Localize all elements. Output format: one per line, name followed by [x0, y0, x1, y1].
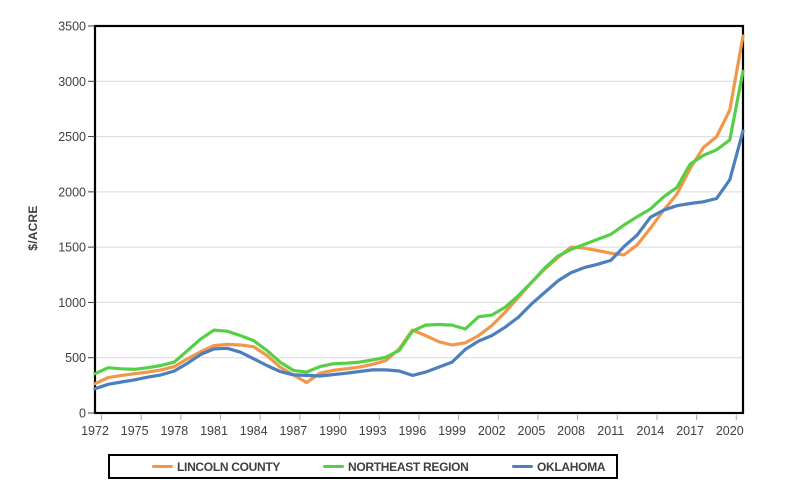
y-tick-label: 500 [65, 351, 86, 365]
x-tick-label: 1972 [81, 424, 109, 438]
x-tick-label: 2017 [676, 424, 704, 438]
legend-label: NORTHEAST REGION [348, 459, 469, 474]
y-axis-title: $/ACRE [26, 205, 40, 251]
x-tick-label: 2020 [716, 424, 744, 438]
oklahoma-line-swatch [512, 464, 533, 469]
x-tick-label: 1993 [359, 424, 387, 438]
series-line-lincoln-county [93, 34, 745, 386]
x-tick-label: 2005 [518, 424, 546, 438]
x-tick-label: 1975 [121, 424, 149, 438]
legend-label: OKLAHOMA [537, 459, 606, 474]
legend-entry-northeast-region: NORTHEAST REGION [323, 456, 469, 477]
northeast-region-line-swatch [323, 464, 344, 469]
legend: LINCOLN COUNTY NORTHEAST REGION OKLAHOMA [108, 454, 618, 479]
x-tick-label: 1981 [200, 424, 228, 438]
lincoln-county-line-swatch [152, 464, 173, 469]
plot-area-border [93, 24, 745, 415]
y-tick-label: 1500 [58, 241, 86, 255]
x-tick-label: 2014 [637, 424, 665, 438]
y-tick-label: 0 [79, 407, 86, 421]
x-tick-label: 1990 [319, 424, 347, 438]
y-gridlines [95, 80, 743, 359]
y-tick-label: 2000 [58, 185, 86, 199]
y-tick-label: 3000 [58, 75, 86, 89]
x-tick-label: 1987 [279, 424, 307, 438]
legend-entry-oklahoma: OKLAHOMA [512, 456, 606, 477]
series-line-northeast-region [93, 69, 745, 376]
x-tick-label: 2002 [478, 424, 506, 438]
y-axis-labels: 0 500 1000 1500 2000 2500 3000 3500 [58, 20, 95, 421]
series-line-oklahoma [93, 129, 745, 391]
y-tick-label: 2500 [58, 130, 86, 144]
y-tick-label: 3500 [58, 20, 86, 34]
x-tick-label: 1999 [438, 424, 466, 438]
y-tick-label: 1000 [58, 296, 86, 310]
x-tick-label: 2011 [597, 424, 624, 438]
chart-outer-border [12, 11, 768, 490]
x-tick-label: 1978 [160, 424, 188, 438]
legend-label: LINCOLN COUNTY [177, 459, 281, 474]
legend-entry-lincoln-county: LINCOLN COUNTY [152, 456, 280, 477]
x-axis-labels: 1972 1975 1978 1981 1984 1987 1990 1993 1996 1999… [81, 415, 744, 438]
x-tick-label: 1996 [398, 424, 426, 438]
x-tick-label: 2008 [557, 424, 585, 438]
x-tick-label: 1984 [240, 424, 268, 438]
